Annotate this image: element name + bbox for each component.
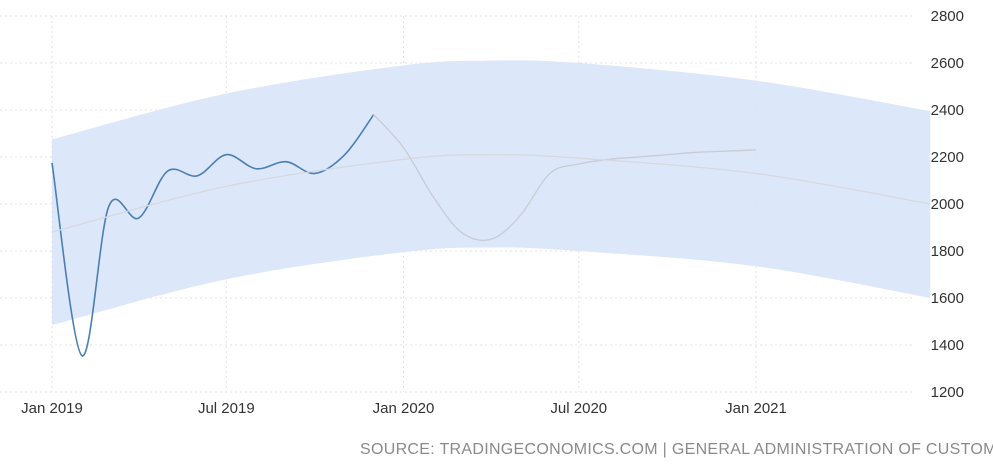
series-lines [51,114,931,357]
y-tick-label: 2800 [931,8,964,25]
series-line-trend [51,153,931,233]
source-note: SOURCE: TRADINGECONOMICS.COM | GENERAL A… [360,441,993,458]
series-line-actual [51,114,375,357]
x-tick-label: Jul 2019 [198,400,255,417]
y-tick-label: 2000 [931,196,964,213]
y-tick-label: 2600 [931,55,964,72]
x-tick-label: Jan 2020 [373,400,435,417]
y-tick-label: 1400 [931,337,964,354]
x-tick-label: Jan 2021 [725,400,787,417]
y-tick-label: 2200 [931,149,964,166]
series-line-forecast [373,114,757,241]
y-tick-label: 1800 [931,243,964,260]
y-tick-label: 1600 [931,290,964,307]
axis-labels: 1200 1400 1600 1800 2000 2200 2400 2600 2800 Jan … [21,8,964,417]
y-tick-label: 1200 [931,384,964,401]
y-tick-label: 2400 [931,102,964,119]
x-tick-label: Jul 2020 [550,400,607,417]
x-tick-label: Jan 2019 [21,400,83,417]
forecast-band-area [52,60,931,326]
forecast-band [52,60,931,326]
